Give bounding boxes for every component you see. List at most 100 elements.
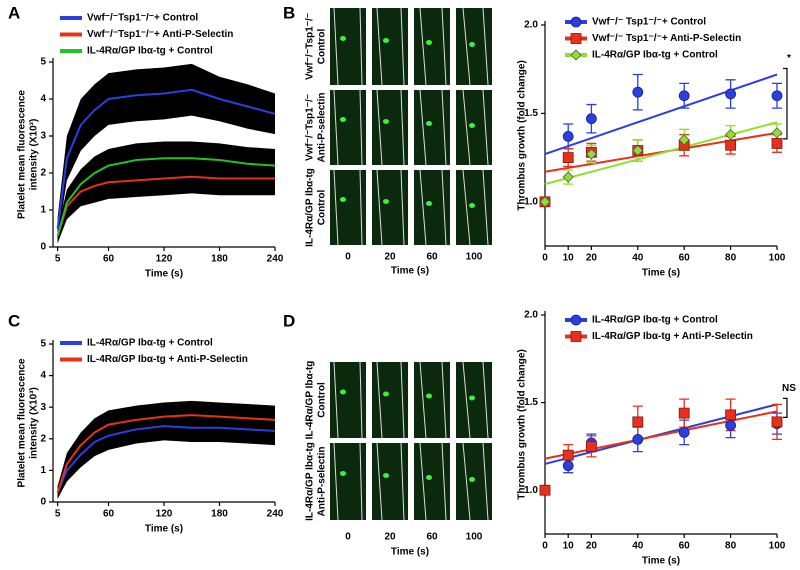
data-point — [632, 416, 644, 428]
data-point — [632, 433, 644, 445]
x-tick-label: 240 — [267, 254, 284, 265]
x-tick-label: 180 — [211, 254, 228, 265]
image-edge — [400, 442, 405, 521]
x-tick-label: 60 — [103, 254, 115, 265]
image-tile — [414, 90, 450, 165]
significance-label: NS — [782, 383, 796, 394]
legend-marker — [570, 314, 582, 326]
data-point — [539, 196, 551, 208]
y-tick-label: 2.0 — [524, 310, 538, 321]
image-edge — [482, 7, 489, 86]
x-tick-label: 120 — [156, 509, 173, 520]
x-tick-label: 80 — [725, 253, 737, 264]
data-point — [771, 416, 783, 428]
data-point — [586, 113, 597, 125]
image-tile — [456, 90, 492, 165]
image-edge — [462, 442, 471, 521]
image-edge — [400, 89, 405, 166]
y-axis-label: Thrombus growth (fold change) — [517, 60, 528, 211]
image-row-label: Control — [317, 382, 328, 418]
legend-label: IL-4Rα/GP Ibα-tg + Control — [87, 338, 213, 349]
legend-marker — [570, 16, 582, 28]
x-tick-label: 180 — [211, 509, 228, 520]
image-x-label: Time (s) — [391, 547, 429, 558]
image-time-label: 60 — [426, 532, 438, 543]
x-tick-label: 5 — [55, 509, 61, 520]
x-axis-label: Time (s) — [642, 268, 680, 279]
image-edge — [441, 89, 447, 166]
x-tick-label: 10 — [563, 541, 575, 552]
data-point — [632, 144, 644, 157]
image-edge — [462, 169, 471, 246]
image-edge — [482, 169, 489, 246]
y-tick-label: 1 — [40, 205, 46, 216]
image-edge — [482, 442, 489, 521]
image-row-label: IL-4Rα/GP Ibα-tg — [305, 442, 316, 521]
y-axis-label: Platelet mean fluorescence — [17, 90, 28, 219]
image-edge — [482, 361, 489, 439]
image-time-label: 100 — [466, 252, 483, 263]
image-edge — [333, 442, 339, 521]
x-tick-label: 40 — [632, 541, 644, 552]
image-edge — [419, 361, 427, 439]
image-edge — [376, 89, 383, 166]
legend-label: IL-4Rα/GP Ibα-tg + Control — [87, 46, 213, 57]
data-point — [771, 90, 783, 102]
error-band — [57, 400, 275, 499]
image-tile — [414, 170, 450, 245]
image-tile — [414, 362, 450, 438]
x-axis-label: Time (s) — [145, 524, 183, 535]
data-point — [725, 88, 736, 100]
image-tile — [414, 443, 450, 520]
legend-label: Vwf⁻/⁻Tsp1⁻/⁻+ Control — [87, 13, 198, 24]
data-point — [678, 426, 690, 438]
y-tick-label: 1.5 — [524, 397, 538, 408]
y-axis-label: Platelet mean fluorescence — [17, 358, 28, 487]
y-tick-label: 1.5 — [524, 108, 538, 119]
series-line — [56, 175, 275, 237]
y-tick-label: 4 — [40, 370, 46, 381]
image-tile — [456, 8, 492, 85]
data-point — [725, 139, 736, 151]
platelet-spot — [383, 391, 389, 397]
fit-line — [544, 410, 778, 460]
image-tile — [456, 362, 492, 438]
image-edge — [359, 7, 363, 86]
platelet-spot — [469, 123, 475, 128]
image-edge — [482, 89, 489, 166]
x-tick-label: 240 — [267, 509, 284, 520]
image-edge — [359, 442, 363, 521]
y-tick-label: 2 — [40, 433, 46, 444]
platelet-spot — [469, 477, 475, 482]
image-x-label: Time (s) — [391, 266, 429, 277]
image-edge — [359, 361, 363, 439]
y-axis-label: intensity (X10³) — [29, 387, 40, 459]
data-point — [562, 460, 574, 472]
series-line — [56, 157, 276, 237]
y-tick-label: 2.0 — [524, 20, 538, 31]
x-tick-label: 20 — [586, 541, 598, 552]
image-edge — [376, 442, 383, 521]
fit-line — [544, 73, 778, 156]
x-tick-label: 20 — [586, 253, 598, 264]
platelet-spot — [426, 393, 432, 399]
data-point — [771, 138, 783, 149]
y-tick-label: 4 — [40, 94, 46, 105]
y-tick-label: 3 — [40, 131, 46, 142]
error-band — [57, 63, 275, 240]
image-edge — [419, 7, 427, 86]
y-tick-label: 3 — [40, 402, 46, 413]
legend-label: IL-4Rα/GP Ibα-tg + Control — [592, 50, 718, 61]
data-point — [632, 86, 644, 98]
data-point — [562, 152, 574, 164]
image-time-label: 20 — [384, 532, 396, 543]
image-row-label: Vwf⁻/⁻Tsp1⁻/⁻ — [305, 13, 316, 80]
image-edge — [400, 169, 405, 246]
image-row-label: IL-4Rα/GP Ibα-tg — [305, 361, 316, 440]
fit-line — [544, 121, 778, 186]
platelet-spot — [340, 197, 346, 202]
significance-bracket — [783, 67, 788, 140]
y-axis-label: intensity (X10³) — [29, 119, 40, 191]
x-tick-label: 5 — [55, 254, 61, 265]
